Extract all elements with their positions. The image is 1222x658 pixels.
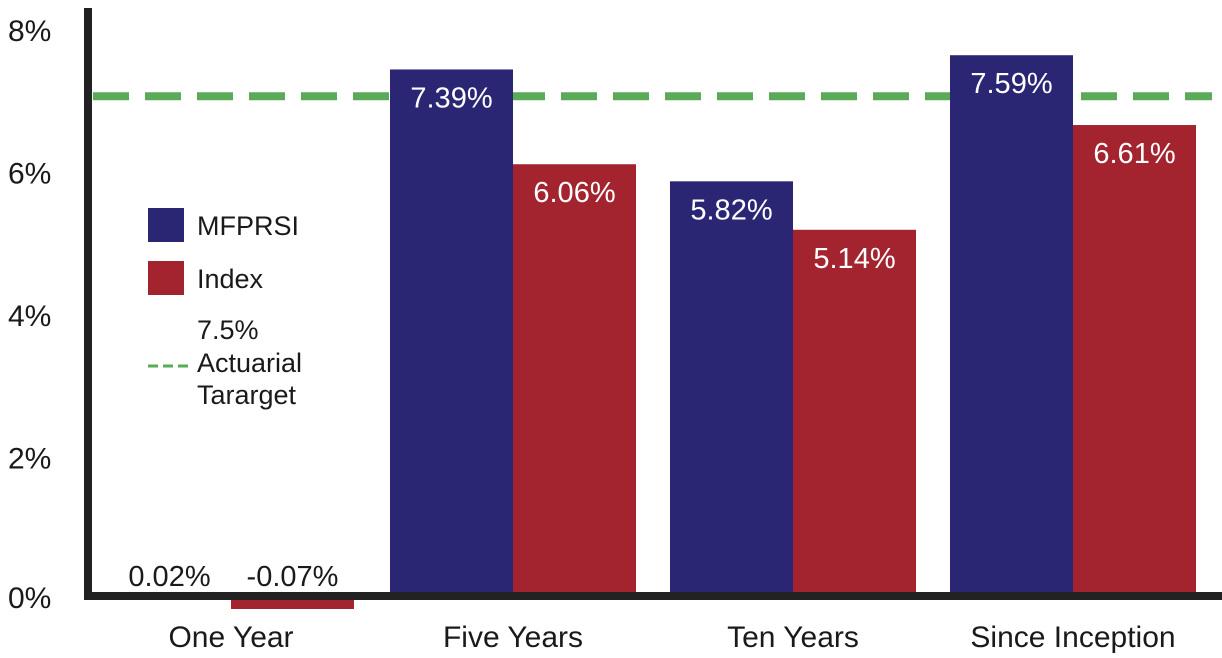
bars <box>108 55 1196 609</box>
value-label-index-0: -0.07% <box>247 561 339 593</box>
value-label-index-1: 6.06% <box>533 177 615 209</box>
value-label-index-3: 6.61% <box>1093 138 1175 170</box>
legend-label-target-line-0: 7.5% <box>197 315 259 345</box>
value-label-mfprsi-1: 7.39% <box>410 82 492 114</box>
value-label-mfprsi-3: 7.59% <box>970 68 1052 100</box>
value-label-index-2: 5.14% <box>813 243 895 275</box>
x-tick-label: One Year <box>168 621 293 654</box>
bar-index-3 <box>1073 125 1196 596</box>
legend-label-index: Index <box>197 264 264 294</box>
value-labels: 0.02% -0.07% 7.39% 6.06% 5.82% 5.14% 7.59% 6.61… <box>128 68 1175 593</box>
bar-index-2 <box>793 229 916 596</box>
y-tick-label: 0% <box>8 582 51 615</box>
x-tick-label: Ten Years <box>727 621 859 654</box>
legend-label-target-line-1: Actuarial <box>197 348 302 378</box>
y-axis-ticks: 0% 2% 4% 6% 8% <box>8 15 51 615</box>
legend-swatch-mfprsi <box>148 208 184 242</box>
axes <box>84 8 1222 600</box>
bar-mfprsi-2 <box>670 181 793 596</box>
bar-mfprsi-3 <box>950 55 1073 596</box>
legend-swatch-index <box>148 261 184 295</box>
x-axis-ticks: One Year Five Years Ten Years Since Incepti… <box>168 621 1175 654</box>
y-tick-label: 4% <box>8 300 51 333</box>
value-label-mfprsi-2: 5.82% <box>690 194 772 226</box>
x-tick-label: Since Inception <box>970 621 1175 654</box>
y-tick-label: 6% <box>8 158 51 191</box>
bar-mfprsi-1 <box>390 69 513 596</box>
y-tick-label: 2% <box>8 443 51 476</box>
x-tick-label: Five Years <box>443 621 583 654</box>
legend-label-mfprsi: MFPRSI <box>197 211 299 241</box>
y-tick-label: 8% <box>8 15 51 48</box>
bar-index-1 <box>513 164 636 596</box>
legend-label-target-line-2: Tararget <box>197 380 297 410</box>
value-label-mfprsi-0: 0.02% <box>128 561 210 593</box>
